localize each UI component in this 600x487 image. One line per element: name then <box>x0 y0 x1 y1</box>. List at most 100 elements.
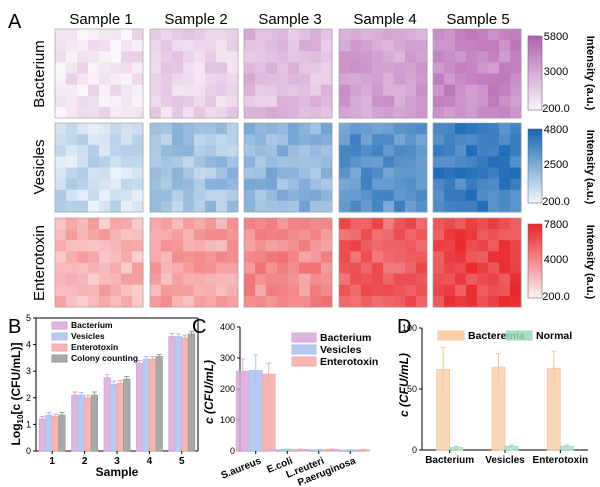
heatmap-cell <box>216 29 228 41</box>
heatmap-cell <box>66 284 78 297</box>
heatmap-bacterium-sample-4 <box>338 28 428 119</box>
heatmap-cell <box>383 284 395 297</box>
heatmap-cell <box>510 123 522 135</box>
heatmap-cell <box>121 84 133 97</box>
heatmap-cell <box>266 218 278 230</box>
heatmap-cell <box>99 218 111 230</box>
heatmap-cell <box>216 251 228 263</box>
panel-b-bar <box>135 362 144 452</box>
heatmap-cell <box>339 84 351 97</box>
heatmap-cell <box>244 106 256 119</box>
heatmap-cell <box>266 95 278 108</box>
heatmap-cell <box>433 218 445 230</box>
heatmap-cell <box>150 40 162 52</box>
heatmap-cell <box>466 178 478 191</box>
heatmap-cell <box>455 167 467 180</box>
heatmap-cell <box>216 295 228 308</box>
heatmap-cell <box>394 40 406 52</box>
heatmap-cell <box>444 95 456 108</box>
heatmap-cell <box>66 273 78 286</box>
heatmap-cell <box>244 262 256 275</box>
heatmap-cell <box>510 40 522 52</box>
heatmap-cell <box>110 84 122 97</box>
heatmap-cell <box>110 95 122 108</box>
heatmap-cell <box>66 295 78 308</box>
heatmap-cell <box>310 29 322 41</box>
heatmap-cell <box>88 240 100 252</box>
heatmap-cell <box>444 189 456 202</box>
panel-c-legend-label: Vesicles <box>320 344 362 356</box>
heatmap-cell <box>99 167 111 180</box>
heatmap-cell <box>433 134 445 146</box>
heatmap-cell <box>172 295 184 308</box>
heatmap-cell <box>433 106 445 119</box>
heatmap-cell <box>383 262 395 275</box>
heatmap-frame <box>243 122 333 213</box>
heatmap-cell <box>361 145 373 157</box>
heatmap-bacterium-sample-2 <box>149 28 239 119</box>
heatmap-cell <box>499 62 511 74</box>
heatmap-cell <box>277 189 289 202</box>
heatmap-cell <box>277 295 289 308</box>
heatmap-cell <box>216 262 228 275</box>
heatmap-cell <box>299 251 311 263</box>
heatmap-cell <box>444 284 456 297</box>
heatmap-cell <box>444 262 456 275</box>
heatmap-cell <box>205 106 217 119</box>
heatmap-cell <box>372 200 384 213</box>
heatmap-cell <box>310 145 322 157</box>
heatmap-cell <box>444 229 456 241</box>
panel-b-ytick-label: 4 <box>26 340 31 350</box>
panel-c-ytick-label: 200 <box>220 384 235 394</box>
heatmap-cell <box>194 145 206 157</box>
heatmap-cell <box>416 106 428 119</box>
heatmap-cell <box>350 251 362 263</box>
heatmap-cell <box>510 167 522 180</box>
sample-header-4: Sample 4 <box>353 11 416 28</box>
heatmap-cell <box>466 167 478 180</box>
row-label-enterotoxin: Enterotoxin <box>31 225 48 301</box>
heatmap-cell <box>455 84 467 97</box>
heatmap-cell <box>383 84 395 97</box>
heatmap-cell <box>277 95 289 108</box>
heatmap-cell <box>227 29 239 41</box>
panel-label-d: D <box>397 316 411 338</box>
heatmap-cell <box>205 145 217 157</box>
heatmap-cell <box>394 95 406 108</box>
colorbar-tick-vesicles: 4800 <box>544 124 568 136</box>
panel-b-bar <box>38 418 47 452</box>
heatmap-cell <box>405 167 417 180</box>
heatmap-cell <box>433 62 445 74</box>
heatmap-cell <box>499 189 511 202</box>
heatmap-cell <box>194 73 206 86</box>
heatmap-cell <box>466 295 478 308</box>
heatmap-cell <box>277 218 289 230</box>
heatmap-cell <box>255 40 267 52</box>
heatmap-cell <box>244 134 256 146</box>
heatmap-cell <box>339 62 351 74</box>
heatmap-cell <box>288 134 300 146</box>
heatmap-cell <box>299 106 311 119</box>
heatmap-cell <box>205 218 217 230</box>
heatmap-cell <box>310 156 322 168</box>
heatmap-cell <box>132 273 144 286</box>
panel-b-legend-swatch <box>51 354 68 363</box>
heatmap-cell <box>339 95 351 108</box>
heatmap-cell <box>288 95 300 108</box>
heatmap-cell <box>132 284 144 297</box>
heatmap-cell <box>361 262 373 275</box>
heatmap-cell <box>227 295 239 308</box>
heatmap-cell <box>394 229 406 241</box>
heatmap-cell <box>433 229 445 241</box>
heatmap-cell <box>99 145 111 157</box>
heatmap-cell <box>310 251 322 263</box>
heatmap-cell <box>194 62 206 74</box>
heatmap-cell <box>477 62 489 74</box>
colorbar-enterotoxin <box>527 223 543 299</box>
panel-b-bar <box>142 358 150 452</box>
heatmap-cell <box>244 273 256 286</box>
heatmap-cell <box>499 84 511 97</box>
panel-b-xtick-label: 2 <box>82 456 88 467</box>
panel-b-legend-label: Enterotoxin <box>71 342 118 352</box>
heatmap-cell <box>150 95 162 108</box>
